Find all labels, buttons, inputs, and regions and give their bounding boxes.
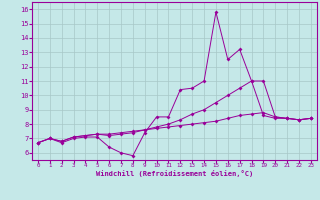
X-axis label: Windchill (Refroidissement éolien,°C): Windchill (Refroidissement éolien,°C) [96, 170, 253, 177]
